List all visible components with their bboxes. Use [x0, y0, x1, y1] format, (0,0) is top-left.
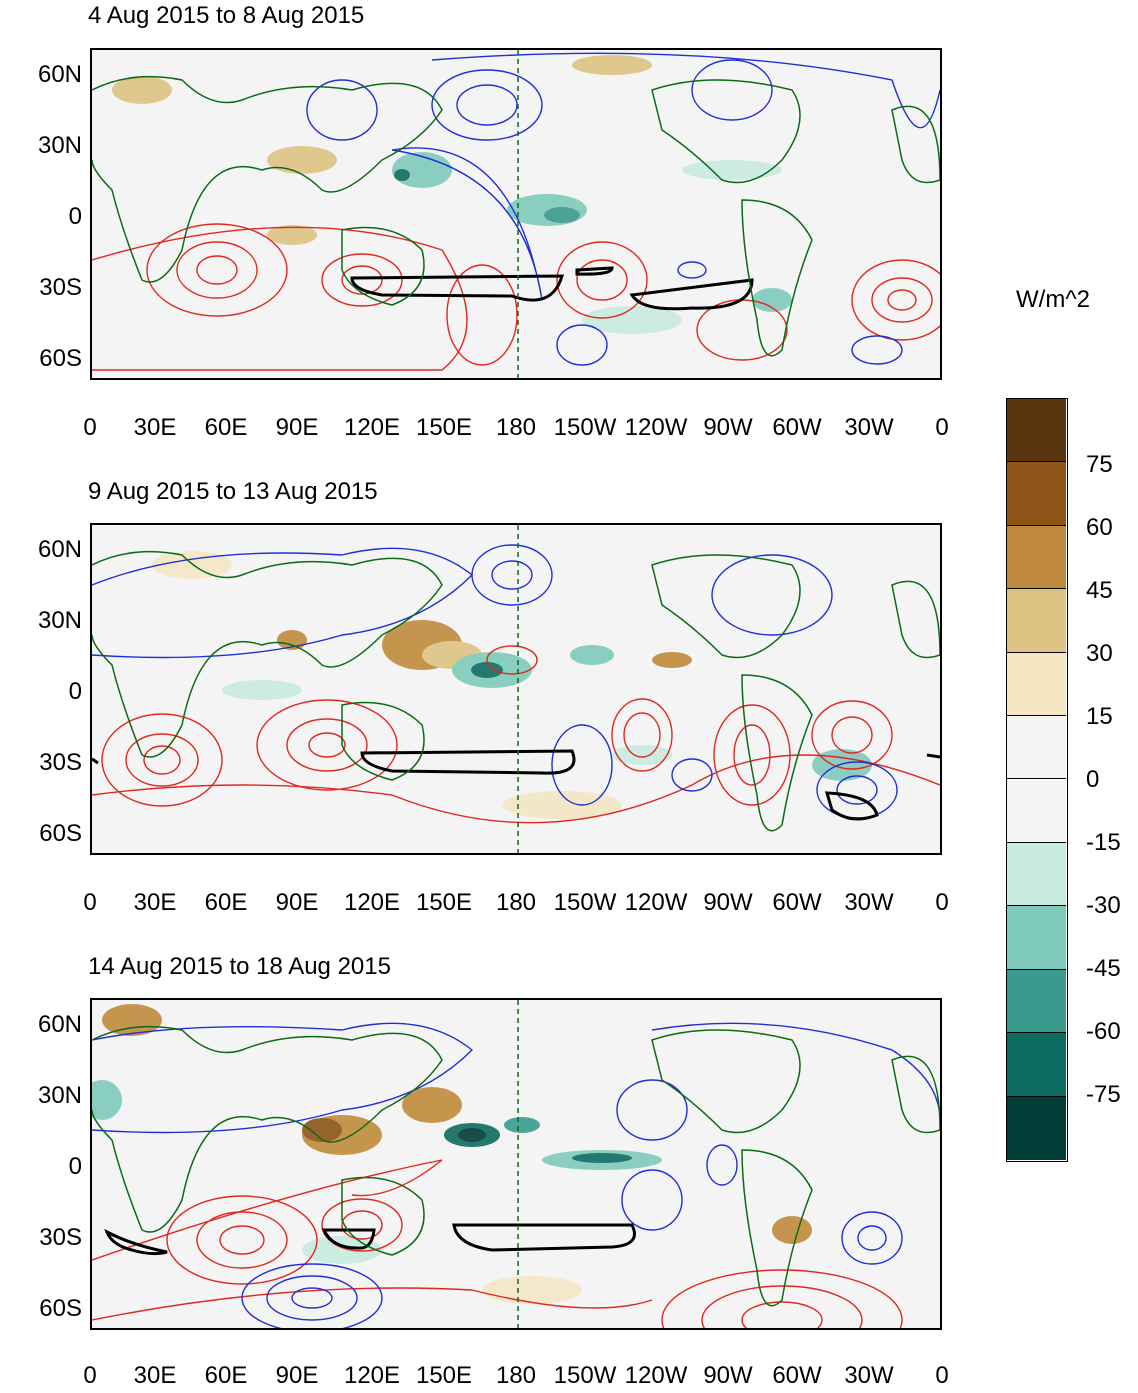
p1-xlab: 90W [703, 414, 753, 441]
colorbar-label: 60 [1086, 514, 1113, 541]
p1-xlab: 30W [844, 414, 894, 441]
p1-ylab-60n: 60N [37, 61, 82, 88]
bold-contours [350, 266, 754, 311]
p1-xlab: 150E [415, 414, 473, 441]
panel-1-title: 4 Aug 2015 to 8 Aug 2015 [88, 2, 365, 29]
p1-ylab-30n: 30N [37, 132, 82, 159]
panel-3-title: 14 Aug 2015 to 18 Aug 2015 [88, 953, 391, 980]
p2-xlab: 0 [935, 889, 949, 916]
coastlines [92, 550, 940, 832]
p2-xlab: 150E [415, 889, 473, 916]
p2-xlab: 120E [343, 889, 401, 916]
colorbar-segment [1007, 525, 1066, 590]
p3-ylab-60n: 60N [37, 1011, 82, 1038]
p3-xlab: 120W [624, 1362, 688, 1389]
p1-xlab: 90E [275, 414, 319, 441]
map-panel-1 [90, 48, 942, 380]
p2-xlab: 150W [553, 889, 617, 916]
p3-xlab: 150W [553, 1362, 617, 1389]
colorbar-label: 0 [1086, 766, 1100, 793]
p3-xlab: 150E [415, 1362, 473, 1389]
colorbar-label: -60 [1086, 1018, 1121, 1045]
p2-xlab: 60W [772, 889, 822, 916]
contours-positive [92, 1159, 903, 1328]
p2-xlab: 180 [495, 889, 537, 916]
colorbar-label: 45 [1086, 577, 1113, 604]
p3-xlab: 60W [772, 1362, 822, 1389]
shading-anomalies [152, 551, 872, 819]
p1-xlab: 120E [343, 414, 401, 441]
colorbar-label: 30 [1086, 640, 1113, 667]
contours-negative [92, 544, 898, 819]
p1-xlab: 30E [133, 414, 177, 441]
p1-ylab-60s: 60S [39, 345, 82, 372]
colorbar-label: -45 [1086, 955, 1121, 982]
p2-xlab: 120W [624, 889, 688, 916]
panel-2-title: 9 Aug 2015 to 13 Aug 2015 [88, 478, 378, 505]
colorbar-segment [1007, 1096, 1066, 1160]
p3-xlab: 60E [204, 1362, 248, 1389]
p1-ylab-0: 0 [68, 203, 82, 230]
colorbar-label: -30 [1086, 892, 1121, 919]
bold-contours [92, 749, 940, 821]
p3-ylab-30s: 30S [39, 1224, 82, 1251]
p1-xlab: 0 [83, 414, 97, 441]
p1-ylab-30s: 30S [39, 274, 82, 301]
p3-xlab: 30E [133, 1362, 177, 1389]
colorbar-label: -15 [1086, 829, 1121, 856]
p3-xlab: 90W [703, 1362, 753, 1389]
colorbar-segment [1007, 969, 1066, 1034]
map-panel-3 [90, 998, 942, 1330]
p1-xlab: 60E [204, 414, 248, 441]
colorbar-segment [1007, 589, 1066, 653]
bold-contours [104, 1223, 636, 1256]
p2-xlab: 90E [275, 889, 319, 916]
p1-xlab: 60W [772, 414, 822, 441]
colorbar-label: 15 [1086, 703, 1113, 730]
coastlines [92, 1025, 940, 1307]
p3-ylab-30n: 30N [37, 1082, 82, 1109]
colorbar-segment [1007, 462, 1066, 526]
colorbar-segment [1007, 399, 1066, 463]
contours-negative [92, 1022, 940, 1328]
shading-anomalies [112, 55, 792, 334]
p3-xlab: 0 [83, 1362, 97, 1389]
p3-ylab-60s: 60S [39, 1295, 82, 1322]
colorbar-label: -75 [1086, 1081, 1121, 1108]
colorbar-segment [1007, 779, 1066, 843]
p2-xlab: 30E [133, 889, 177, 916]
contours-positive [92, 645, 940, 824]
p2-ylab-30s: 30S [39, 749, 82, 776]
p2-ylab-60s: 60S [39, 820, 82, 847]
p3-xlab: 90E [275, 1362, 319, 1389]
p2-xlab: 90W [703, 889, 753, 916]
p2-xlab: 60E [204, 889, 248, 916]
p3-xlab: 180 [495, 1362, 537, 1389]
p2-xlab: 0 [83, 889, 97, 916]
p1-xlab: 150W [553, 414, 617, 441]
p2-ylab-0: 0 [68, 678, 82, 705]
p2-xlab: 30W [844, 889, 894, 916]
map-panel-2 [90, 523, 942, 855]
colorbar-label: 75 [1086, 451, 1113, 478]
colorbar-segment [1007, 652, 1066, 717]
p1-xlab: 180 [495, 414, 537, 441]
colorbar-segment [1007, 842, 1066, 907]
p2-ylab-60n: 60N [37, 536, 82, 563]
p2-ylab-30n: 30N [37, 607, 82, 634]
p3-ylab-0: 0 [68, 1153, 82, 1180]
colorbar-title: W/m^2 [1016, 286, 1090, 313]
coastlines [92, 75, 940, 357]
p3-xlab: 0 [935, 1362, 949, 1389]
p3-xlab: 120E [343, 1362, 401, 1389]
colorbar-segment [1007, 1033, 1066, 1097]
colorbar-segment [1007, 906, 1066, 970]
shading-anomalies [92, 1004, 812, 1304]
colorbar [1006, 398, 1068, 1162]
colorbar-segment [1007, 716, 1066, 780]
p3-xlab: 30W [844, 1362, 894, 1389]
p1-xlab: 0 [935, 414, 949, 441]
p1-xlab: 120W [624, 414, 688, 441]
